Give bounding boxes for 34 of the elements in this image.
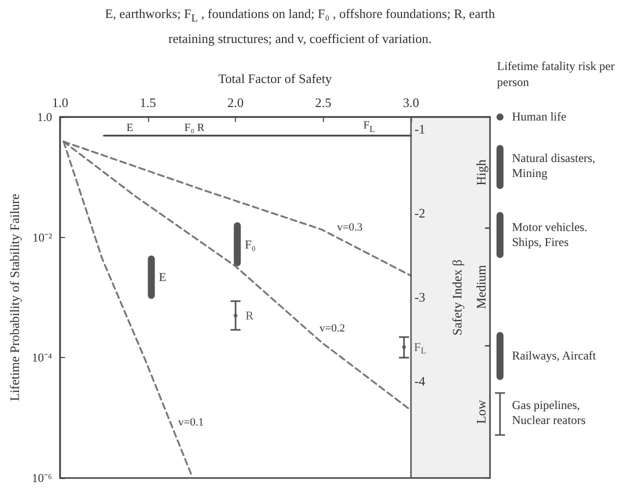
text: Gas pipelines, Nuclear reators [512,398,587,428]
series-label: E [158,270,166,284]
y2-tick-label: -1 [414,121,426,136]
text: Natural disasters, Mining [512,151,596,181]
text: Lifetime fatality risk per person [497,58,616,90]
x-tick-label: 3.0 [402,95,420,110]
y-axis-title: Lifetime Probability of Stability Failure [7,194,22,402]
x-tick-label: 1.0 [52,95,68,110]
annotation: v=0.2 [320,322,345,334]
band-label: Low [474,399,488,424]
y2-tick-label: -2 [414,205,426,220]
annotation: F₀ R [184,122,206,134]
series-label: R [246,308,254,323]
y-tick-label: 10⁻⁶ [32,471,52,485]
y-tick-label: 10⁻⁴ [32,350,52,365]
annotation: v=0.1 [178,416,204,428]
text: Motor vehicles. Ships, Fires [512,220,588,250]
text: Railways, Aircaft [512,348,597,364]
chart-title: E, earthworks; F$_{L}$ , foundations on land; F₀ , offshore foundations; R, earth retaining structures; and v, coefficient of variation. [104,5,496,48]
y2-axis-title: Safety Index β [449,259,464,336]
x-tick-label: 1.5 [140,95,156,110]
x-axis-title: Total Factor of Safety [218,71,332,86]
text: Human life [512,110,568,124]
y-tick-label: 1.0 [37,110,52,124]
annotation: v=0.3 [337,221,364,234]
y2-tick-label: -4 [414,374,426,389]
x-tick-label: 2.0 [227,95,244,110]
annotation: E [126,122,134,134]
x-tick-label: 2.5 [315,95,332,110]
y2-tick-label: -3 [414,290,426,305]
y-tick-label: 10⁻² [32,230,52,244]
series-label: F₀ [244,237,256,252]
band-label: Medium [474,264,488,310]
band-label: High [474,159,488,186]
